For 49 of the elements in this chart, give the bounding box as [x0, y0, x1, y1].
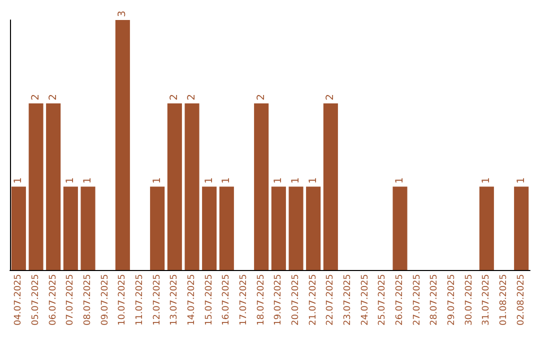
- x-tick-label: 07.07.2025: [66, 274, 76, 326]
- x-tick-label: 20.07.2025: [291, 274, 301, 326]
- data-label: 2: [256, 94, 267, 100]
- data-label: 2: [48, 94, 59, 100]
- x-tick-label: 06.07.2025: [48, 274, 58, 326]
- x-tick-label: 17.07.2025: [239, 274, 249, 326]
- x-tick-label: 15.07.2025: [204, 274, 214, 326]
- x-tick-label: 22.07.2025: [326, 274, 336, 326]
- x-tick-label: 24.07.2025: [360, 274, 370, 326]
- x-tick-label: 12.07.2025: [152, 274, 162, 326]
- x-tick-label: 14.07.2025: [187, 274, 197, 326]
- x-tick-label: 26.07.2025: [395, 274, 405, 326]
- data-label: 3: [117, 10, 128, 17]
- data-label: 1: [273, 177, 284, 184]
- x-tick-label: 21.07.2025: [308, 274, 318, 326]
- x-tick-label: 18.07.2025: [256, 274, 266, 326]
- x-tick-label: 28.07.2025: [430, 274, 440, 326]
- x-tick-label: 19.07.2025: [274, 274, 284, 326]
- x-tick-label: 30.07.2025: [464, 274, 474, 326]
- x-tick-label: 01.08.2025: [499, 274, 509, 326]
- x-tick-label: 27.07.2025: [412, 274, 422, 326]
- data-label: 1: [65, 177, 76, 184]
- x-tick-label: 16.07.2025: [222, 274, 232, 326]
- data-label: 1: [204, 177, 215, 184]
- x-tick-label: 05.07.2025: [31, 274, 41, 326]
- x-tick-label: 23.07.2025: [343, 274, 353, 326]
- data-label: 2: [169, 94, 180, 100]
- x-tick-label: 04.07.2025: [14, 274, 24, 326]
- data-label: 1: [308, 177, 319, 184]
- data-label: 1: [481, 177, 492, 184]
- data-label: 2: [186, 94, 198, 100]
- data-label: 2: [30, 94, 42, 100]
- x-tick-label: 29.07.2025: [447, 274, 457, 326]
- data-label: 1: [516, 177, 527, 184]
- data-label: 1: [13, 177, 24, 184]
- x-tick-label: 31.07.2025: [482, 274, 492, 326]
- x-tick-label: 08.07.2025: [83, 274, 93, 326]
- data-label: 1: [394, 177, 406, 184]
- x-tick-label: 02.08.2025: [516, 274, 526, 326]
- x-tick-label: 13.07.2025: [170, 274, 180, 326]
- data-label: 1: [221, 177, 232, 184]
- x-tick-label: 25.07.2025: [378, 274, 388, 326]
- data-label: 2: [325, 94, 336, 100]
- x-tick-label: 11.07.2025: [135, 274, 145, 326]
- x-tick-label: 10.07.2025: [118, 274, 128, 326]
- data-label: 1: [152, 177, 163, 184]
- data-label: 1: [82, 177, 94, 184]
- x-tick-label: 09.07.2025: [100, 274, 110, 326]
- data-label: 1: [290, 177, 302, 184]
